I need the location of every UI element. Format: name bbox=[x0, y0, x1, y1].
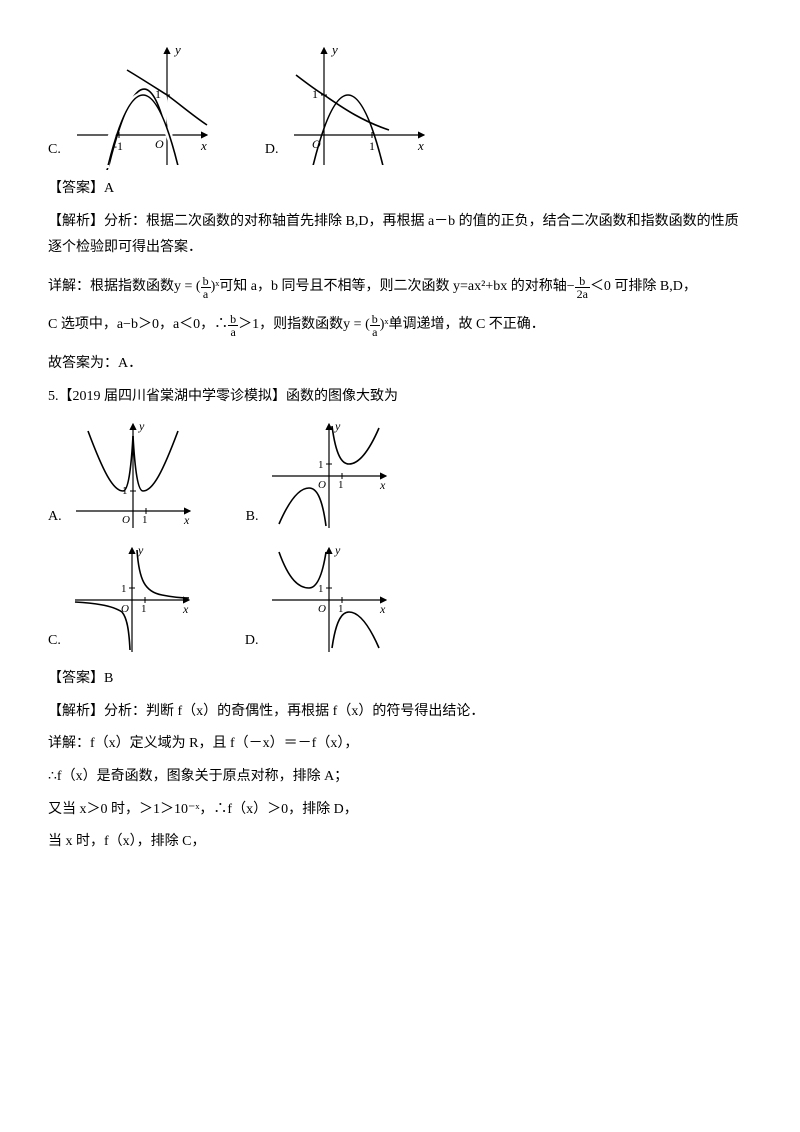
q4-analysis: 【解析】分析：根据二次函数的对称轴首先排除 B,D，再根据 a－b 的值的正负，… bbox=[48, 209, 752, 262]
svg-text:x: x bbox=[183, 513, 190, 527]
svg-text:x: x bbox=[417, 138, 424, 153]
text: ＜0 可排除 B,D， bbox=[590, 274, 697, 301]
svg-text:y: y bbox=[334, 419, 341, 433]
svg-text:O: O bbox=[122, 514, 130, 526]
svg-text:O: O bbox=[318, 479, 326, 491]
svg-text:y: y bbox=[138, 419, 145, 433]
fraction-ba2: ba bbox=[228, 313, 238, 338]
svg-text:x: x bbox=[200, 138, 207, 153]
text: y = ( bbox=[343, 312, 370, 339]
q4-graph-d: y x O 1 1 bbox=[284, 40, 434, 170]
fraction-ba3: ba bbox=[370, 313, 380, 338]
q4-opt-d-label: D. bbox=[265, 137, 279, 170]
text: y = ( bbox=[174, 274, 201, 301]
svg-text:1: 1 bbox=[141, 603, 147, 615]
text: )ˣ bbox=[211, 274, 220, 301]
q4-answer: 【答案】A bbox=[48, 176, 752, 203]
q4-options-row: C. y x O -1 1 bbox=[48, 40, 752, 170]
svg-text:1: 1 bbox=[318, 583, 324, 595]
q5-detail3: 又当 x＞0 时，＞1＞10⁻ˣ，∴f（x）＞0，排除 D， bbox=[48, 797, 752, 824]
q5-answer: 【答案】B bbox=[48, 666, 752, 693]
q5-graph-b: y x O 1 1 bbox=[264, 416, 394, 536]
svg-text:1: 1 bbox=[142, 514, 148, 526]
svg-text:y: y bbox=[334, 543, 341, 557]
text: 单调递增，故 C 不正确． bbox=[388, 312, 544, 339]
svg-text:1: 1 bbox=[318, 459, 324, 471]
svg-text:y: y bbox=[173, 42, 181, 57]
q5-opt-d-label: D. bbox=[245, 628, 259, 661]
svg-text:O: O bbox=[155, 137, 164, 151]
text: ＞1，则指数函数 bbox=[238, 312, 343, 339]
text: 可知 a，b 同号且不相等，则二次函数 y=ax²+bx 的对称轴 bbox=[219, 274, 566, 301]
q5-opt-b-label: B. bbox=[246, 504, 259, 537]
q5-detail2: ∴f（x）是奇函数，图象关于原点对称，排除 A； bbox=[48, 764, 752, 791]
q5-title: 5.【2019 届四川省棠湖中学零诊模拟】函数的图像大致为 bbox=[48, 384, 752, 411]
svg-text:1: 1 bbox=[338, 479, 344, 491]
svg-text:x: x bbox=[182, 602, 189, 616]
q5-opt-c-label: C. bbox=[48, 628, 61, 661]
text: 详解：根据指数函数 bbox=[48, 274, 174, 301]
q5-analysis: 【解析】分析：判断 f（x）的奇偶性，再根据 f（x）的符号得出结论． bbox=[48, 699, 752, 726]
svg-text:O: O bbox=[318, 603, 326, 615]
fraction-b2a: b2a bbox=[575, 275, 590, 300]
svg-text:1: 1 bbox=[121, 583, 127, 595]
q5-graph-d: y x O 1 1 bbox=[264, 540, 394, 660]
fraction-ba: ba bbox=[201, 275, 211, 300]
q4-detail-line2: C 选项中，a−b＞0，a＜0，∴ ba ＞1，则指数函数 y = ( ba )… bbox=[48, 312, 545, 339]
text: C 选项中，a−b＞0，a＜0，∴ bbox=[48, 312, 228, 339]
q5-detail4: 当 x 时，f（x），排除 C， bbox=[48, 829, 752, 856]
q5-row-ab: A. y x O 1 1 B. y x O 1 1 bbox=[48, 416, 752, 536]
q4-opt-c-label: C. bbox=[48, 137, 61, 170]
text: )ˣ bbox=[380, 312, 389, 339]
q5-graph-c: y x O 1 1 bbox=[67, 540, 197, 660]
svg-text:1: 1 bbox=[369, 139, 375, 153]
q4-conclusion: 故答案为：A． bbox=[48, 351, 752, 378]
q4-detail-line1: 详解：根据指数函数 y = ( ba )ˣ 可知 a，b 同号且不相等，则二次函… bbox=[48, 274, 697, 301]
svg-text:1: 1 bbox=[338, 603, 344, 615]
q5-row-cd: C. y x O 1 1 D. y x O 1 1 bbox=[48, 540, 752, 660]
q5-opt-a-label: A. bbox=[48, 504, 62, 537]
q5-graph-a: y x O 1 1 bbox=[68, 416, 198, 536]
q5-detail1: 详解：f（x）定义域为 R，且 f（－x）＝－f（x）， bbox=[48, 731, 752, 758]
svg-text:x: x bbox=[379, 478, 386, 492]
text: − bbox=[567, 274, 575, 301]
svg-text:y: y bbox=[330, 42, 338, 57]
svg-text:x: x bbox=[379, 602, 386, 616]
q4-graph-c: y x O -1 1 bbox=[67, 40, 217, 170]
